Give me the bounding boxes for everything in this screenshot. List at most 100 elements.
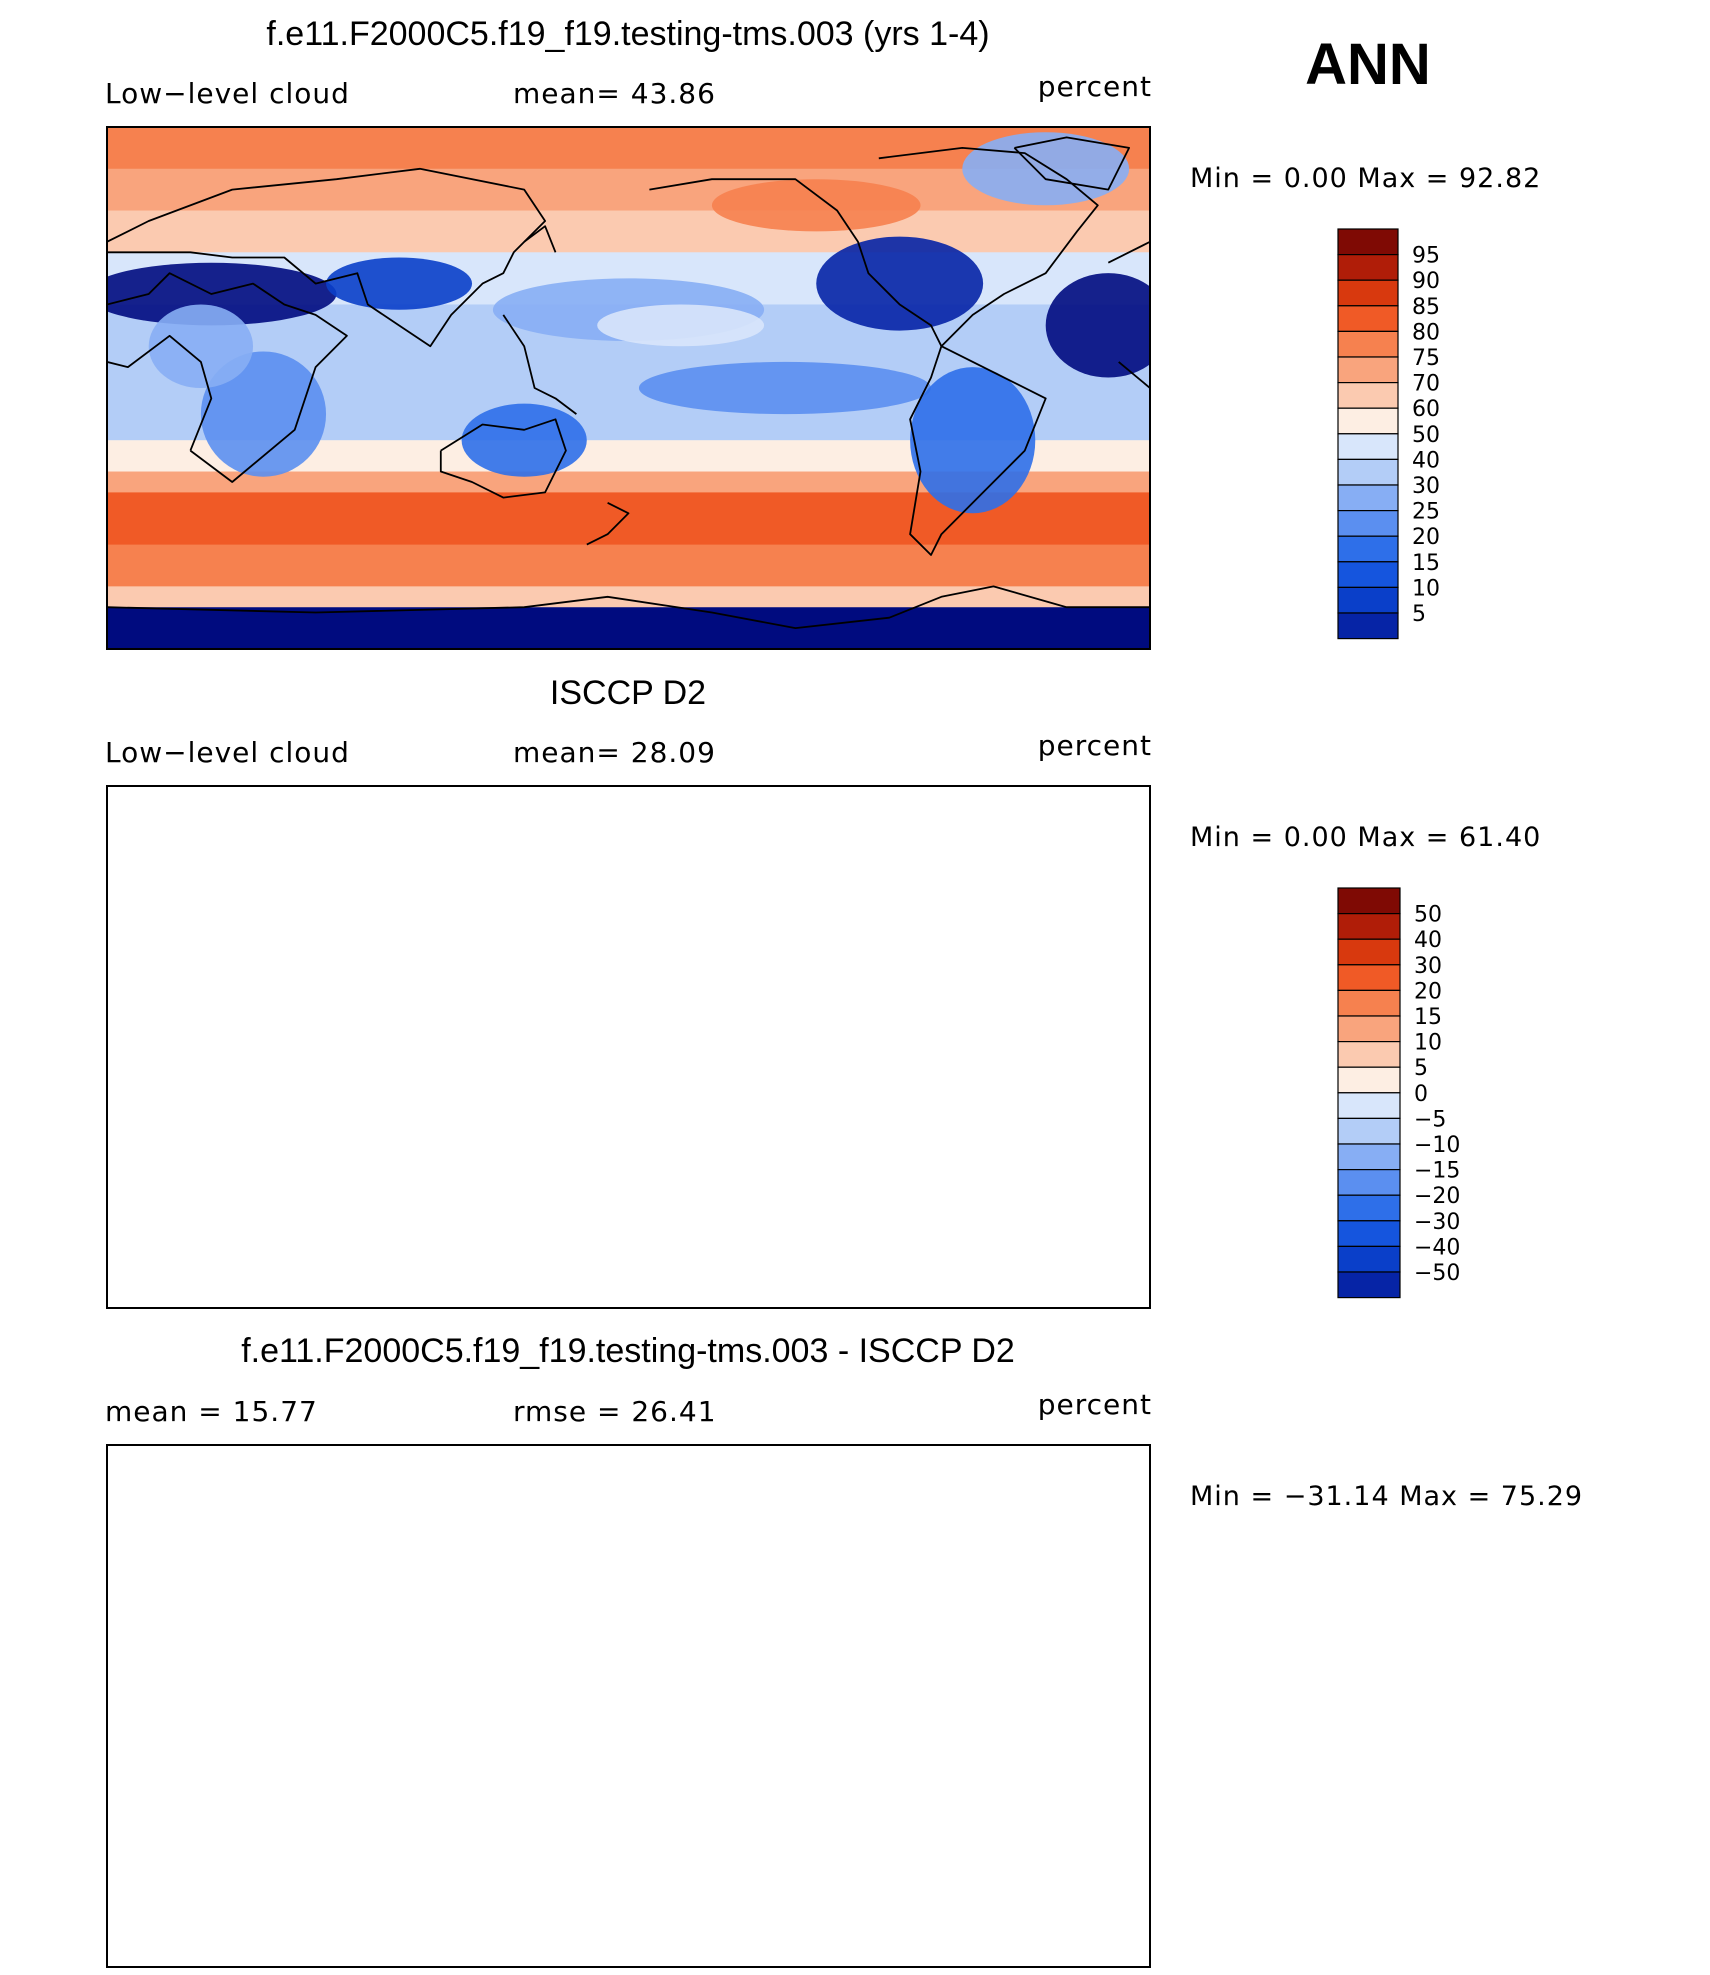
- map-field: [97, 1445, 1150, 1968]
- colorbar-box: [1337, 1066, 1401, 1094]
- colorbar-box: [1337, 561, 1399, 588]
- contour-region: [461, 403, 587, 477]
- contour-region: [200, 351, 327, 477]
- units-label: percent: [1038, 729, 1152, 762]
- colorbar-tick-label: 85: [1412, 295, 1440, 320]
- contour-band: [107, 1497, 1150, 1550]
- coastlines: [107, 1455, 1150, 1946]
- colorbar-box: [1337, 382, 1399, 409]
- colorbar-box: [1337, 1220, 1401, 1247]
- contour-band: [107, 1784, 1150, 1822]
- contour-region: [274, 1602, 441, 1665]
- contour-region: [97, 1581, 326, 1623]
- contour-region: [430, 1690, 513, 1721]
- coastline: [586, 501, 630, 546]
- colorbar-box: [1337, 535, 1399, 563]
- colorbar-box: [1337, 305, 1399, 333]
- colorbar-box: [1337, 1015, 1401, 1043]
- contour-region: [941, 1643, 1087, 1768]
- colorbar-tick-label: −50: [1414, 1261, 1460, 1286]
- contour-band: [107, 1863, 1150, 1906]
- coastline: [107, 334, 213, 451]
- colorbar-tick-label: 5: [1414, 1056, 1428, 1081]
- colorbar-tick-label: 5: [1412, 602, 1426, 627]
- contour-band: [107, 210, 1150, 254]
- contour-region: [660, 1622, 869, 1685]
- contour-region: [1045, 273, 1150, 378]
- coastline: [107, 1487, 545, 1664]
- contour-band: [107, 1680, 1150, 1733]
- map-field: [107, 127, 1150, 649]
- coastline: [1014, 1455, 1129, 1507]
- coastline: [107, 585, 1150, 629]
- contour-band: [107, 1445, 1150, 1498]
- coastline: [441, 1737, 566, 1815]
- colorbar-tick-label: 15: [1414, 1005, 1442, 1030]
- contour-region: [638, 361, 931, 415]
- colorbar-box: [1337, 913, 1401, 940]
- missing-data: [154, 1917, 394, 1933]
- colorbar-box: [1337, 330, 1399, 358]
- colorbar-tick-label: 25: [1412, 500, 1440, 525]
- colorbar-box: [1337, 228, 1399, 256]
- colorbar-box: [1337, 1194, 1401, 1222]
- colorbar-tick-label: −10: [1414, 1133, 1460, 1158]
- contour-band: [107, 1549, 1150, 1602]
- colorbar-tick-label: −30: [1414, 1210, 1460, 1235]
- colorbar-tick-label: 10: [1414, 1031, 1442, 1056]
- colorbar-tick-label: 50: [1412, 423, 1440, 448]
- contour-region: [190, 1690, 273, 1774]
- colorbar-tick-label: 15: [1412, 551, 1440, 576]
- colorbar-box: [1337, 433, 1399, 461]
- colorbar-box: [1337, 1092, 1401, 1120]
- colorbar-box: [1337, 1143, 1401, 1171]
- min-max-label: Min = 0.00 Max = 92.82: [1190, 163, 1541, 194]
- coastline: [523, 225, 557, 253]
- colorbar-tick-label: 70: [1412, 372, 1440, 397]
- coastline: [909, 345, 1047, 556]
- map-frame: [106, 1444, 1151, 1968]
- map-frame: [106, 126, 1151, 650]
- coastline: [879, 1466, 1098, 1664]
- min-max-label: Min = 0.00 Max = 61.40: [1190, 822, 1541, 853]
- contour-region: [357, 1743, 524, 1785]
- units-label: percent: [1038, 1388, 1152, 1421]
- map-frame: [106, 785, 1151, 1309]
- field-label: Low−level cloud: [105, 77, 350, 110]
- contour-region: [148, 304, 254, 388]
- coastline: [1107, 240, 1150, 264]
- colorbar-tick-label: 50: [1414, 903, 1442, 928]
- contour-band: [107, 1821, 1150, 1864]
- contour-region: [326, 257, 473, 310]
- coastline: [502, 314, 577, 415]
- coastline: [107, 1904, 1150, 1946]
- contour-fill: [107, 1445, 1150, 1968]
- contour-band: [107, 544, 1150, 588]
- contour-region: [973, 1596, 1119, 1659]
- colorbar-box: [1337, 612, 1399, 640]
- contour-band: [107, 1732, 1150, 1785]
- contour-region: [868, 1586, 993, 1670]
- colorbar-box: [1337, 279, 1399, 307]
- contour-region: [910, 367, 1036, 514]
- coastline: [524, 1544, 555, 1570]
- coastline: [107, 272, 348, 483]
- coastline: [503, 1633, 576, 1732]
- colorbar-tick-label: 40: [1414, 928, 1442, 953]
- coastline: [649, 178, 943, 347]
- contour-region: [555, 1737, 743, 1779]
- panel-difference: f.e11.F2000C5.f19_f19.testing-tms.003 - …: [105, 1332, 1582, 1968]
- contour-band: [107, 1925, 1150, 1968]
- coastline: [1108, 1560, 1150, 1581]
- colorbar-box: [1337, 1169, 1401, 1196]
- contour-region: [597, 304, 765, 347]
- rmse-value: rmse = 26.41: [513, 1395, 717, 1428]
- colorbar-box: [1337, 586, 1399, 614]
- units-label: percent: [1038, 70, 1152, 103]
- colorbar-tick-label: −5: [1414, 1107, 1446, 1132]
- coastline: [107, 167, 546, 348]
- coastlines: [107, 136, 1150, 629]
- contour-region: [806, 1763, 931, 1826]
